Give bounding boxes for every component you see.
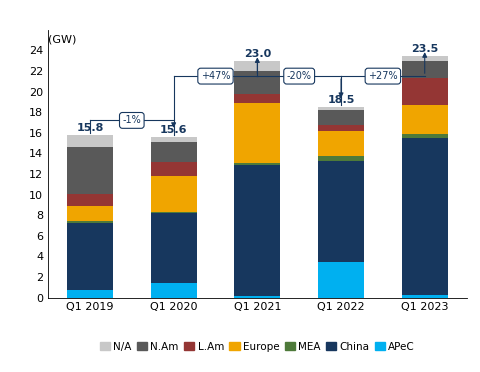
Bar — [234, 103, 280, 163]
Bar — [234, 71, 280, 94]
Text: +27%: +27% — [367, 71, 397, 81]
Bar — [150, 283, 196, 298]
Bar — [150, 212, 196, 213]
Bar — [234, 94, 280, 103]
Bar — [401, 295, 447, 298]
Text: -20%: -20% — [286, 71, 311, 81]
Bar — [401, 138, 447, 295]
Bar — [401, 134, 447, 138]
Bar — [234, 163, 280, 165]
Bar — [67, 135, 113, 147]
Text: 23.0: 23.0 — [243, 49, 270, 59]
Bar — [67, 224, 113, 291]
Bar — [150, 137, 196, 142]
Bar — [401, 55, 447, 61]
Bar — [67, 147, 113, 193]
Bar — [67, 193, 113, 206]
Text: +47%: +47% — [200, 71, 230, 81]
Bar — [317, 262, 363, 298]
Bar — [401, 105, 447, 134]
Bar — [150, 161, 196, 176]
Bar — [317, 157, 363, 161]
Text: (GW): (GW) — [48, 35, 76, 45]
Bar — [234, 165, 280, 295]
Bar — [317, 110, 363, 125]
Bar — [67, 221, 113, 224]
Bar — [317, 131, 363, 157]
Text: 15.8: 15.8 — [76, 123, 103, 133]
Bar — [317, 125, 363, 131]
Text: 18.5: 18.5 — [327, 96, 354, 106]
Text: -1%: -1% — [122, 115, 141, 125]
Bar — [401, 61, 447, 78]
Bar — [234, 295, 280, 298]
Text: 23.5: 23.5 — [410, 44, 437, 54]
Bar — [317, 107, 363, 110]
Bar — [150, 213, 196, 283]
Bar — [150, 176, 196, 212]
Bar — [234, 61, 280, 71]
Bar — [317, 161, 363, 262]
Text: 15.6: 15.6 — [159, 125, 187, 135]
Bar — [401, 78, 447, 105]
Legend: N/A, N.Am, L.Am, Europe, MEA, China, APeC: N/A, N.Am, L.Am, Europe, MEA, China, APe… — [96, 338, 418, 356]
Bar — [67, 206, 113, 221]
Bar — [150, 142, 196, 161]
Bar — [67, 291, 113, 298]
